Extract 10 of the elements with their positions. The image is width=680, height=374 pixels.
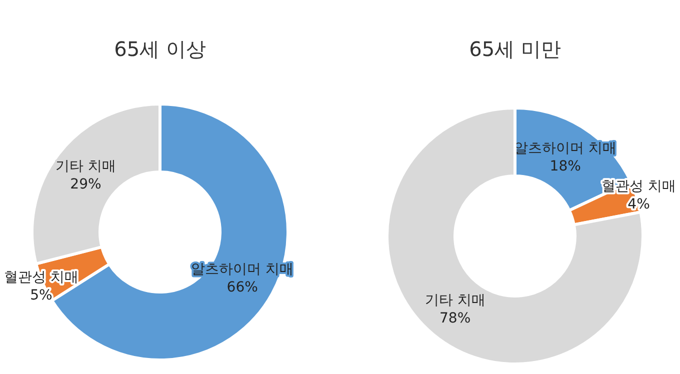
data-label: 78% xyxy=(440,310,471,326)
data-label: 18% xyxy=(550,158,581,175)
slice-label: 기타 치매 xyxy=(424,292,486,308)
data-label: 5% xyxy=(30,287,52,304)
chart-title: 65세 이상 xyxy=(114,37,206,61)
slice-label: 기타 치매 xyxy=(56,158,116,174)
data-label: 66% xyxy=(226,279,258,296)
chart-title: 65세 미만 xyxy=(469,37,561,61)
slice-label: 혈관성 치매 xyxy=(602,178,676,194)
data-label: 29% xyxy=(70,176,102,192)
